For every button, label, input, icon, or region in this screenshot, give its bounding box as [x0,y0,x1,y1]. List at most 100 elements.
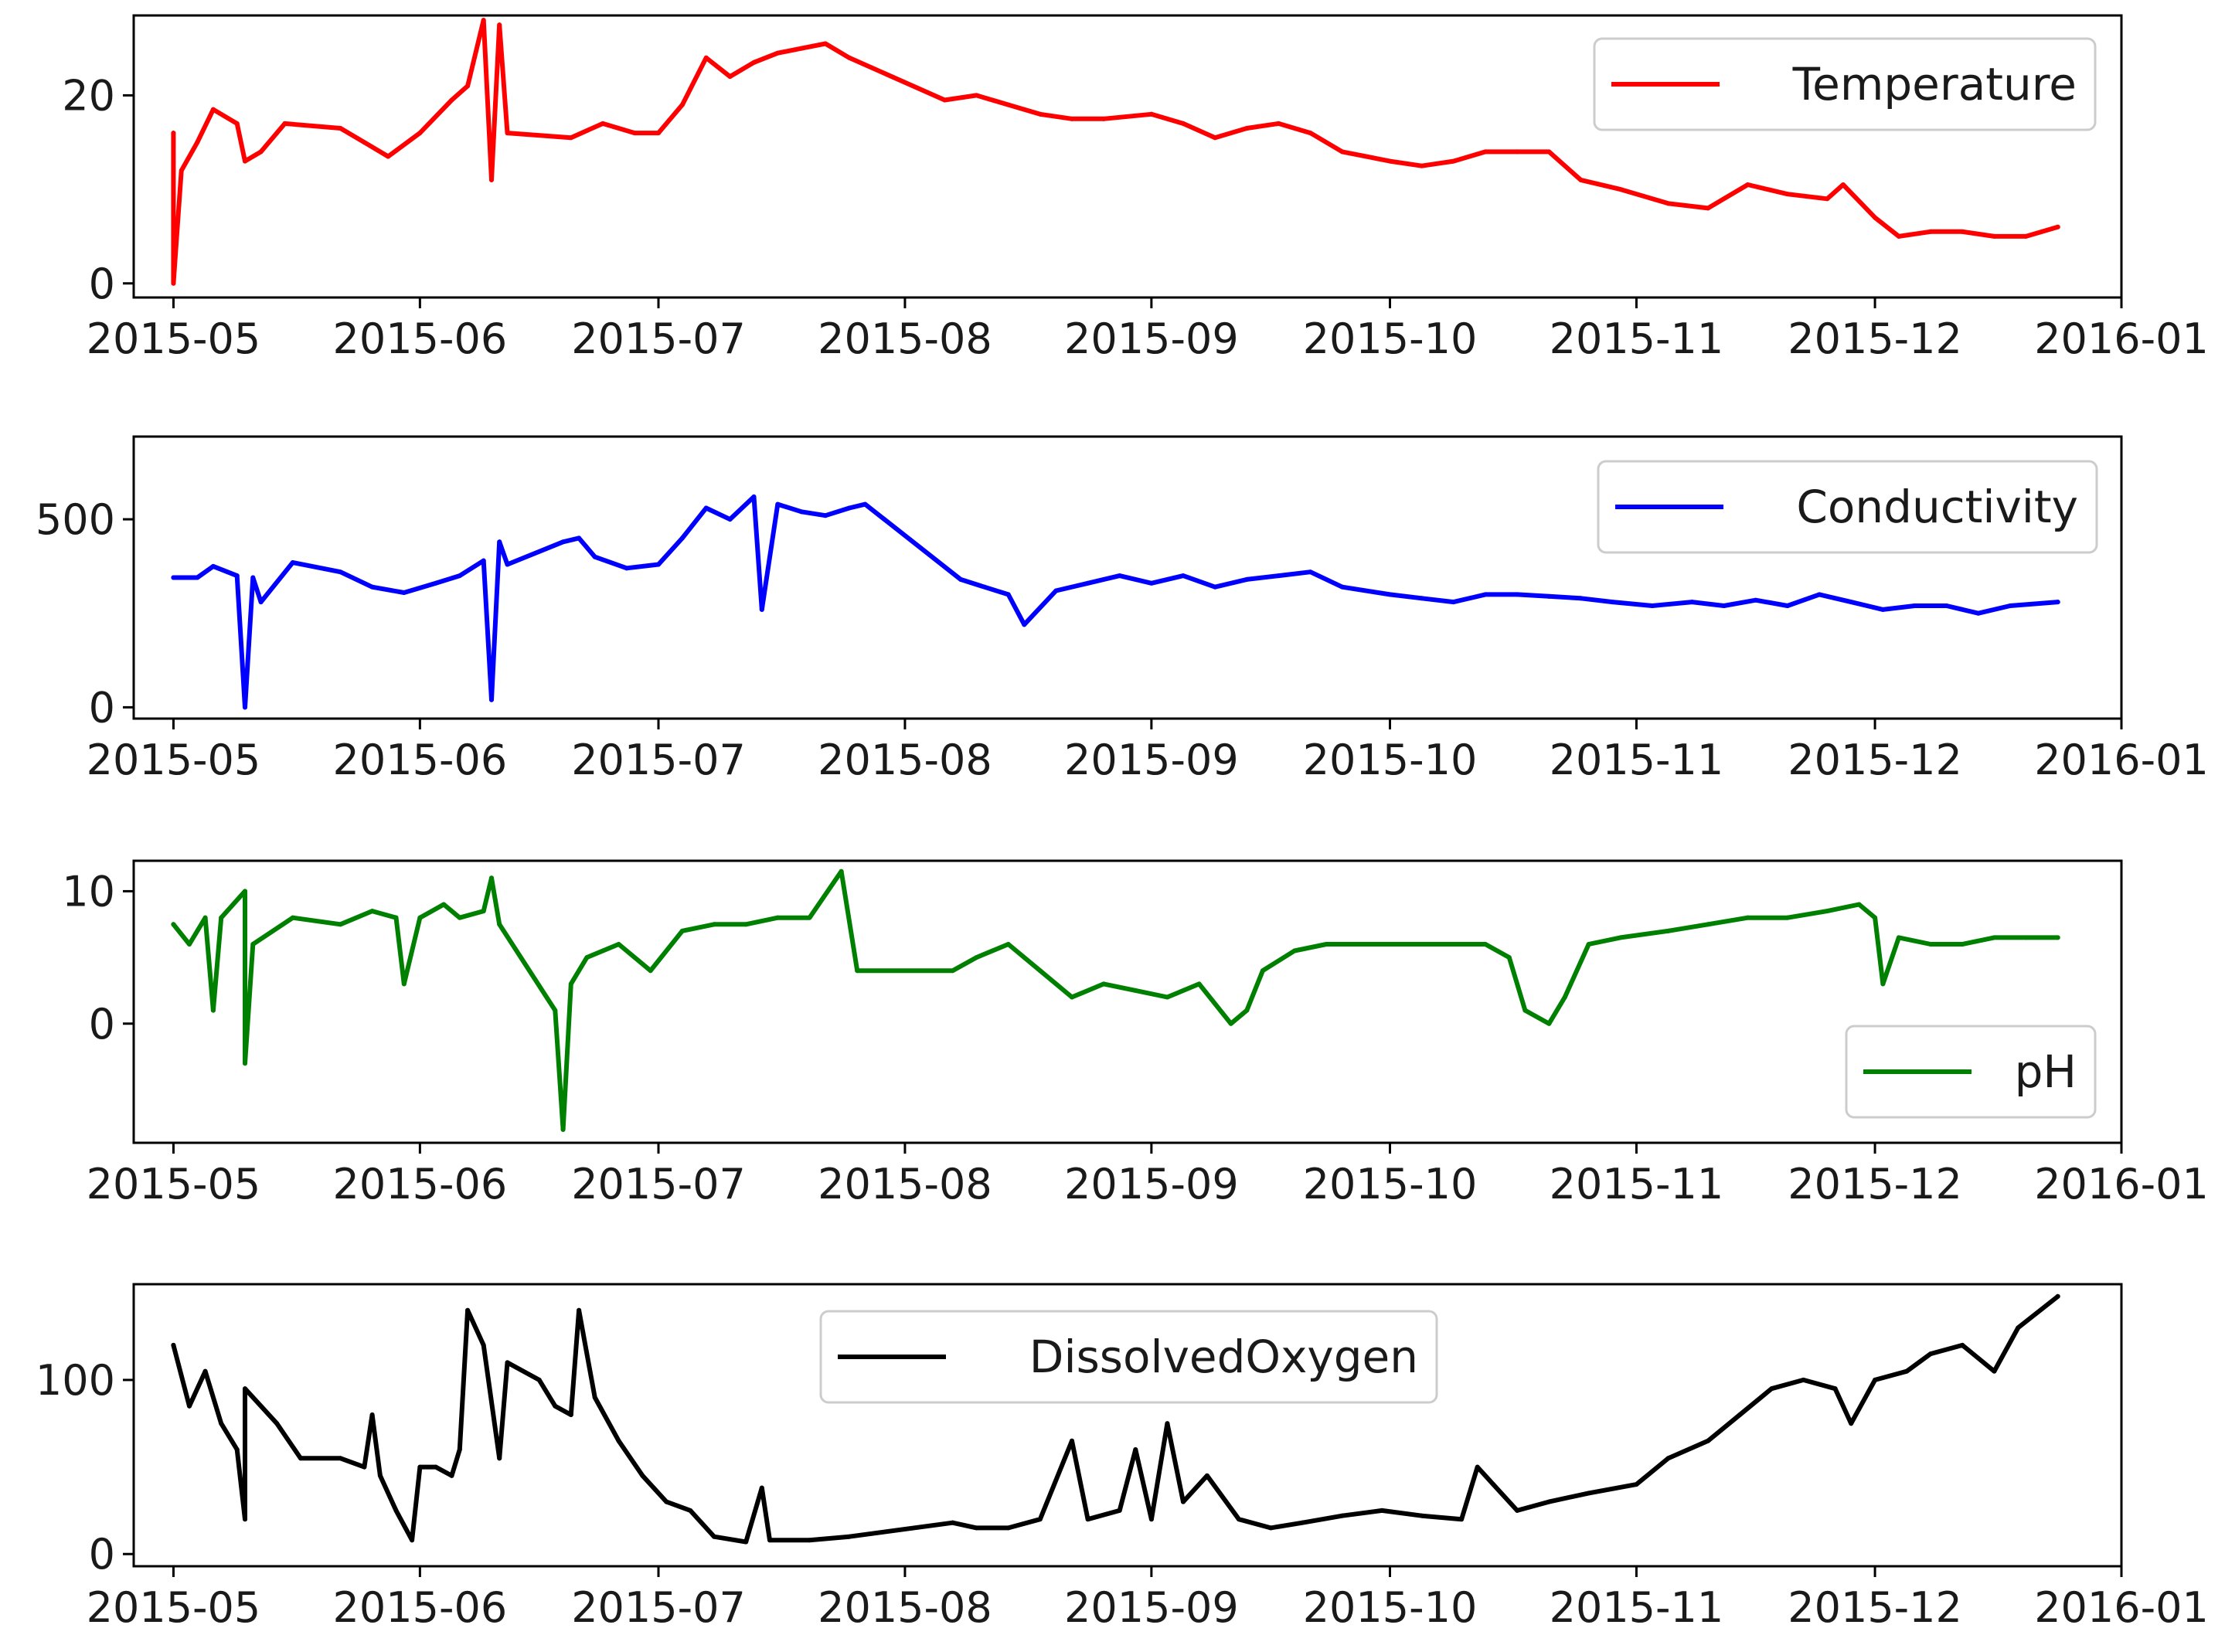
data-point [338,1456,343,1461]
data-point [1482,941,1488,947]
data-point [1069,994,1074,1000]
data-point [1928,229,1934,234]
data-point [401,981,407,987]
data-point [1578,596,1584,601]
data-point [2007,603,2012,608]
data-point [950,1520,955,1525]
x-tick-label: 2015-09 [1064,1583,1239,1632]
legend-label: pH [2015,1045,2077,1098]
data-point [1546,149,1552,155]
data-point [1181,1499,1186,1504]
data-point [1244,126,1250,131]
data-point [839,868,844,874]
y-tick-label: 20 [62,71,115,120]
data-point [1753,597,1758,603]
data-point [243,1061,248,1066]
x-tick-label: 2016-01 [2034,314,2209,363]
x-tick-label: 2016-01 [2034,1160,2209,1208]
x-tick-label: 2015-06 [333,1160,508,1208]
data-point [1849,1421,1854,1426]
data-point [465,1307,471,1313]
data-point [1912,603,1917,608]
data-point [243,158,248,164]
legend: Temperature [1593,37,2097,131]
data-point [584,955,590,960]
data-point [1745,915,1750,920]
y-tick-label: 100 [36,1356,115,1405]
data-point [1022,622,1027,627]
data-point [210,1008,216,1013]
data-point [1849,600,1854,605]
plot-frame [132,1283,2123,1568]
data-point [243,705,248,710]
data-point [1578,177,1584,182]
data-point [457,1447,462,1453]
data-point [1689,600,1695,605]
y-tick-label: 0 [89,1000,115,1049]
legend: DissolvedOxygen [819,1310,1438,1404]
data-point [171,922,176,927]
data-point [1244,576,1250,582]
data-point [799,46,805,51]
data-point [234,121,240,126]
data-point [1491,1482,1496,1487]
data-point [958,576,963,582]
data-point [974,1525,979,1531]
data-point [1085,1517,1090,1522]
data-point [568,1412,573,1417]
x-tick-label: 2015-06 [333,314,508,363]
data-point [465,83,471,89]
data-point [202,1368,208,1374]
data-point [505,131,510,136]
data-point [600,121,605,126]
data-point [1706,206,1711,211]
y-tick-label: 0 [89,260,115,308]
x-tick-label: 2015-11 [1550,1583,1724,1632]
x-tick-label: 2015-11 [1550,314,1724,363]
data-point [759,1485,764,1491]
data-point [1101,116,1107,121]
data-point [1618,935,1623,940]
data-point [727,74,733,80]
data-point [664,1499,669,1504]
data-point [210,107,216,112]
data-point [536,1377,542,1382]
data-point [1784,603,1790,608]
data-point [1276,573,1281,579]
data-point [488,875,494,881]
data-point [243,1386,248,1392]
data-point [1213,135,1218,141]
data-point [202,915,208,920]
data-point [632,131,638,136]
data-point [386,154,391,159]
data-point [1873,915,1878,920]
data-point [1960,1342,1965,1348]
legend: pH [1845,1025,2097,1119]
legend-box [819,1310,1438,1404]
data-point [862,501,868,507]
data-point [1387,592,1393,597]
data-point [2023,233,2029,239]
data-point [179,168,184,173]
data-point [171,280,176,286]
data-point [1840,182,1846,187]
data-point [1546,593,1552,599]
data-point [1944,603,1949,608]
data-point [1784,915,1790,920]
data-point [195,575,200,580]
data-point [1069,116,1074,121]
x-tick-label: 2015-05 [87,1583,261,1632]
data-point [1419,596,1424,601]
data-point [1515,592,1520,597]
data-point [1515,1508,1520,1513]
data-point [1037,111,1043,117]
plot-frame [132,435,2123,720]
x-tick-label: 2015-05 [87,314,261,363]
x-tick-label: 2015-06 [333,736,508,784]
data-point [1650,603,1655,608]
legend-box [1593,37,2097,131]
data-point [823,41,828,46]
data-point [1276,121,1281,126]
data-point [1825,196,1830,202]
legend-label: DissolvedOxygen [1029,1331,1418,1383]
